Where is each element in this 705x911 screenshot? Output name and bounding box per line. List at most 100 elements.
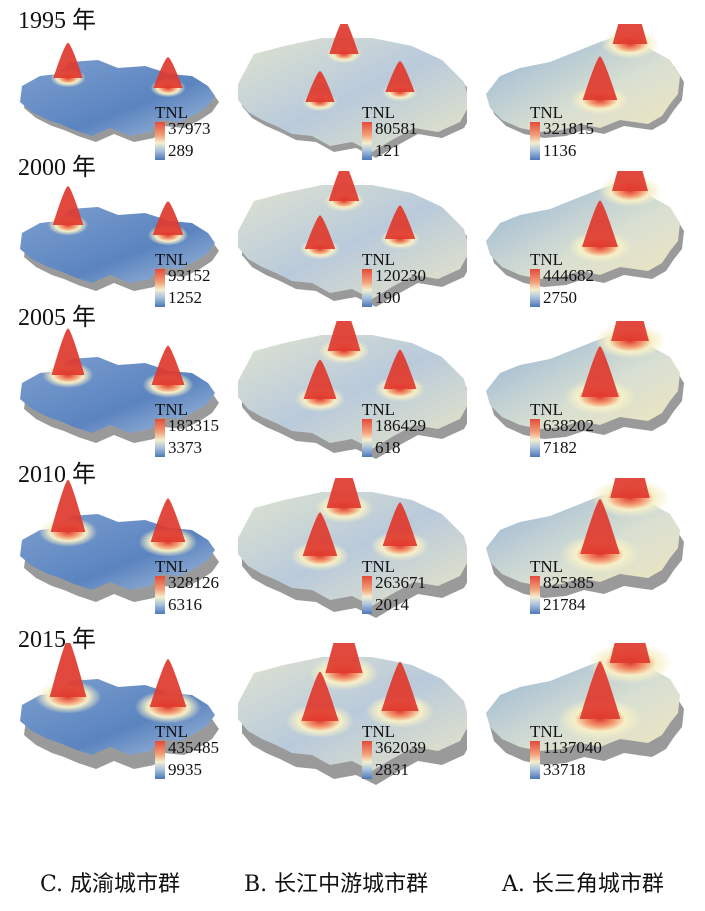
tnl-legend-b: TNL 186429 618 xyxy=(362,401,472,459)
legend-max: 1137040 xyxy=(543,738,602,757)
hotspot-peak xyxy=(611,321,649,341)
legend-min: 9935 xyxy=(168,760,202,779)
hotspot-peak xyxy=(582,200,618,247)
map-surface-b xyxy=(232,24,467,184)
legend-max: 93152 xyxy=(168,266,211,285)
region-base xyxy=(238,492,467,606)
tnl-legend-c: TNL 37973 289 xyxy=(155,104,265,162)
region-caption-b: B. 长江中游城市群 xyxy=(244,872,429,897)
hotspot-peak xyxy=(53,42,83,78)
legend-title: TNL xyxy=(362,103,396,122)
tnl-legend-a: TNL 638202 7182 xyxy=(530,401,640,459)
tnl-legend-c: TNL 435485 9935 xyxy=(155,723,265,781)
region-base xyxy=(238,335,467,449)
legend-color-bar xyxy=(530,419,540,457)
map-surface-b xyxy=(232,171,467,331)
legend-min: 190 xyxy=(375,288,401,307)
map-surface-c xyxy=(10,478,245,638)
map-surface-c xyxy=(10,643,245,803)
legend-min: 7182 xyxy=(543,438,577,457)
legend-color-bar xyxy=(530,576,540,614)
legend-color-bar xyxy=(155,419,165,457)
map-surface-c xyxy=(10,24,245,184)
hotspot-peak xyxy=(384,205,416,239)
tnl-legend-a: TNL 825385 21784 xyxy=(530,558,640,616)
hotspot-peak xyxy=(151,345,185,385)
legend-min: 2750 xyxy=(543,288,577,307)
year-label: 2010 年 xyxy=(18,462,96,488)
hotspot-peak xyxy=(152,201,184,235)
tnl-legend-a: TNL 1137040 33718 xyxy=(530,723,640,781)
legend-color-bar xyxy=(362,576,372,614)
legend-title: TNL xyxy=(362,722,396,741)
legend-color-bar xyxy=(362,269,372,307)
hotspot-peak xyxy=(153,57,183,88)
tnl-legend-b: TNL 362039 2831 xyxy=(362,723,472,781)
legend-min: 6316 xyxy=(168,595,202,614)
legend-title: TNL xyxy=(362,557,396,576)
tnl-legend-c: TNL 328126 6316 xyxy=(155,558,265,616)
legend-min: 289 xyxy=(168,141,194,160)
legend-color-bar xyxy=(530,741,540,779)
legend-color-bar xyxy=(362,122,372,160)
legend-title: TNL xyxy=(530,722,564,741)
legend-min: 33718 xyxy=(543,760,586,779)
tnl-legend-b: TNL 80581 121 xyxy=(362,104,472,162)
legend-color-bar xyxy=(155,269,165,307)
tnl-legend-c: TNL 93152 1252 xyxy=(155,251,265,309)
map-surface-a xyxy=(480,24,705,184)
legend-title: TNL xyxy=(530,557,564,576)
legend-title: TNL xyxy=(530,103,564,122)
hotspot-peak xyxy=(385,61,415,92)
legend-min: 3373 xyxy=(168,438,202,457)
year-label: 2000 年 xyxy=(18,155,96,181)
map-surface-c xyxy=(10,321,245,481)
map-surface-a xyxy=(480,321,705,481)
hotspot-peak xyxy=(327,321,361,351)
legend-title: TNL xyxy=(362,400,396,419)
region-caption-a: A. 长三角城市群 xyxy=(502,872,664,897)
hotspot-peak xyxy=(51,328,85,375)
region-caption-c: C. 成渝城市群 xyxy=(40,872,181,897)
hotspot-peak xyxy=(582,56,618,100)
hotspot-peak xyxy=(302,512,338,556)
legend-max: 186429 xyxy=(375,416,426,435)
legend-max: 328126 xyxy=(168,573,219,592)
legend-min: 1136 xyxy=(543,141,577,160)
map-surface-b xyxy=(232,643,467,803)
hotspot-peak xyxy=(149,659,187,707)
tnl-legend-a: TNL 321815 1136 xyxy=(530,104,640,162)
legend-min: 21784 xyxy=(543,595,586,614)
hotspot-peak xyxy=(303,359,337,399)
hotspot-peak xyxy=(328,171,360,201)
legend-color-bar xyxy=(530,122,540,160)
legend-title: TNL xyxy=(530,400,564,419)
legend-color-bar xyxy=(155,741,165,779)
map-surface-b xyxy=(232,478,467,638)
region-base xyxy=(238,185,467,299)
hotspot-peak xyxy=(382,502,418,546)
hotspot-peak xyxy=(49,643,87,697)
hotspot-peak xyxy=(150,498,186,542)
year-label: 2015 年 xyxy=(18,627,96,653)
legend-max: 638202 xyxy=(543,416,594,435)
hotspot-peak xyxy=(305,71,335,102)
hotspot-glow xyxy=(587,643,673,684)
year-label: 2005 年 xyxy=(18,305,96,331)
hotspot-peak xyxy=(580,498,620,554)
legend-max: 183315 xyxy=(168,416,219,435)
map-surface-a xyxy=(480,171,705,331)
legend-min: 2831 xyxy=(375,760,409,779)
hotspot-peak xyxy=(52,186,84,225)
map-surface-a xyxy=(480,643,705,803)
legend-min: 121 xyxy=(375,141,401,160)
legend-color-bar xyxy=(155,122,165,160)
legend-max: 435485 xyxy=(168,738,219,757)
tnl-legend-b: TNL 263671 2014 xyxy=(362,558,472,616)
year-label: 1995 年 xyxy=(18,8,96,34)
legend-title: TNL xyxy=(155,250,189,269)
legend-color-bar xyxy=(362,741,372,779)
map-surface-c xyxy=(10,171,245,331)
legend-max: 362039 xyxy=(375,738,426,757)
